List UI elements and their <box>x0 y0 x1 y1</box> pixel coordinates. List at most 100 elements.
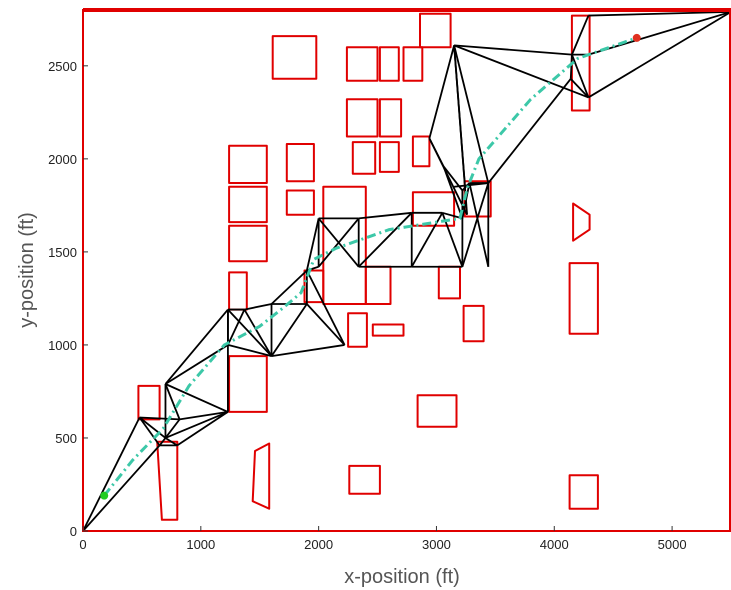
roadmap-edge <box>164 344 229 385</box>
roadmap-layer <box>82 10 731 532</box>
goal-marker <box>632 33 641 42</box>
roadmap-edge <box>243 309 273 357</box>
obstacle <box>437 265 461 300</box>
roadmap-edge <box>138 416 161 446</box>
obstacle <box>411 191 456 227</box>
roadmap-edge <box>428 137 468 216</box>
obstacle <box>285 189 315 216</box>
obstacle <box>228 224 268 263</box>
roadmap-edge <box>306 270 346 346</box>
roadmap-edge <box>358 211 412 220</box>
roadmap-edge <box>176 411 229 447</box>
start-marker <box>100 491 109 500</box>
roadmap-edge <box>461 182 471 192</box>
roadmap-edge <box>165 383 229 413</box>
roadmap-edge <box>588 10 731 56</box>
obstacle <box>351 141 377 175</box>
roadmap-edge <box>461 182 490 268</box>
roadmap-edge <box>588 10 731 17</box>
obstacle <box>271 35 318 80</box>
y-tick-label: 500 <box>55 431 77 446</box>
markers-layer <box>100 33 641 500</box>
x-axis-label: x-position (ft) <box>344 566 460 588</box>
roadmap-edge <box>305 218 320 271</box>
obstacle <box>228 355 268 413</box>
obstacle <box>568 474 599 510</box>
roadmap-edge <box>487 78 572 184</box>
roadmap-edge <box>164 437 178 447</box>
obstacle <box>228 185 268 224</box>
x-tick-label: 5000 <box>658 537 687 552</box>
obstacle <box>348 464 381 495</box>
x-tick-label: 0 <box>79 537 86 552</box>
obstacle <box>378 46 400 82</box>
roadmap-edge <box>270 303 308 357</box>
y-tick-label: 1000 <box>48 338 77 353</box>
roadmap-edge <box>227 344 272 357</box>
obstacle <box>419 12 452 49</box>
roadmap-edge <box>569 54 573 79</box>
roadmap-edge <box>227 308 273 357</box>
obstacles-layer <box>137 12 599 521</box>
roadmap-edge <box>158 437 167 446</box>
roadmap-edge <box>428 45 455 139</box>
roadmap-edge <box>138 416 167 439</box>
roadmap-edge <box>468 182 490 267</box>
roadmap-edge <box>571 54 590 98</box>
obstacle <box>347 312 368 348</box>
obstacle <box>378 98 403 138</box>
y-ticks: 0 500 1000 1500 2000 2500 <box>48 59 88 539</box>
obstacle <box>345 46 379 82</box>
y-tick-label: 2500 <box>48 59 77 74</box>
obstacle <box>378 141 400 173</box>
obstacle <box>416 394 458 428</box>
roadmap-edge <box>164 308 229 385</box>
path-layer <box>103 36 638 497</box>
obstacle <box>462 304 485 343</box>
obstacle <box>345 98 379 138</box>
roadmap-edge <box>244 303 272 311</box>
x-tick-label: 3000 <box>422 537 451 552</box>
roadmap-edge <box>164 418 181 439</box>
roadmap-edge <box>139 416 180 421</box>
obstacle <box>156 440 179 521</box>
obstacle <box>364 265 392 305</box>
obstacle <box>251 442 271 510</box>
obstacle <box>137 384 161 421</box>
roadmap-edge <box>270 269 308 305</box>
y-tick-label: 1500 <box>48 245 77 260</box>
roadmap-edge <box>317 217 360 268</box>
roadmap-edge <box>571 15 590 56</box>
obstacle <box>371 323 405 337</box>
roadmap-edge <box>453 44 589 99</box>
x-tick-label: 2000 <box>304 537 333 552</box>
x-tick-label: 4000 <box>540 537 569 552</box>
plot-frame <box>82 9 731 532</box>
roadmap-edge <box>271 344 345 357</box>
roadmap-edge <box>454 182 489 188</box>
obstacle <box>285 143 315 183</box>
roadmap-edge <box>179 411 229 421</box>
y-tick-label: 2000 <box>48 152 77 167</box>
roadmap-edge <box>164 383 181 420</box>
roadmap-edge <box>82 444 161 532</box>
obstacle <box>228 144 268 184</box>
roadmap-edge <box>410 212 444 268</box>
roadmap-edge <box>306 303 346 346</box>
roadmap-edge <box>453 45 490 184</box>
y-axis-label: y-position (ft) <box>16 212 38 328</box>
roadmap-edge <box>570 78 590 99</box>
roadmap-edge <box>587 11 731 99</box>
roadmap-edge <box>358 212 413 268</box>
y-tick-label: 0 <box>70 524 77 539</box>
x-ticks: 0 1000 2000 3000 4000 5000 <box>79 526 687 552</box>
roadmap-edge <box>82 417 141 532</box>
planned-path <box>103 36 638 497</box>
roadmap-edge <box>227 309 246 346</box>
obstacle <box>402 46 424 82</box>
obstacle <box>228 271 248 311</box>
x-tick-label: 1000 <box>186 537 215 552</box>
roadmap-edge <box>165 411 229 439</box>
obstacle <box>572 202 591 242</box>
